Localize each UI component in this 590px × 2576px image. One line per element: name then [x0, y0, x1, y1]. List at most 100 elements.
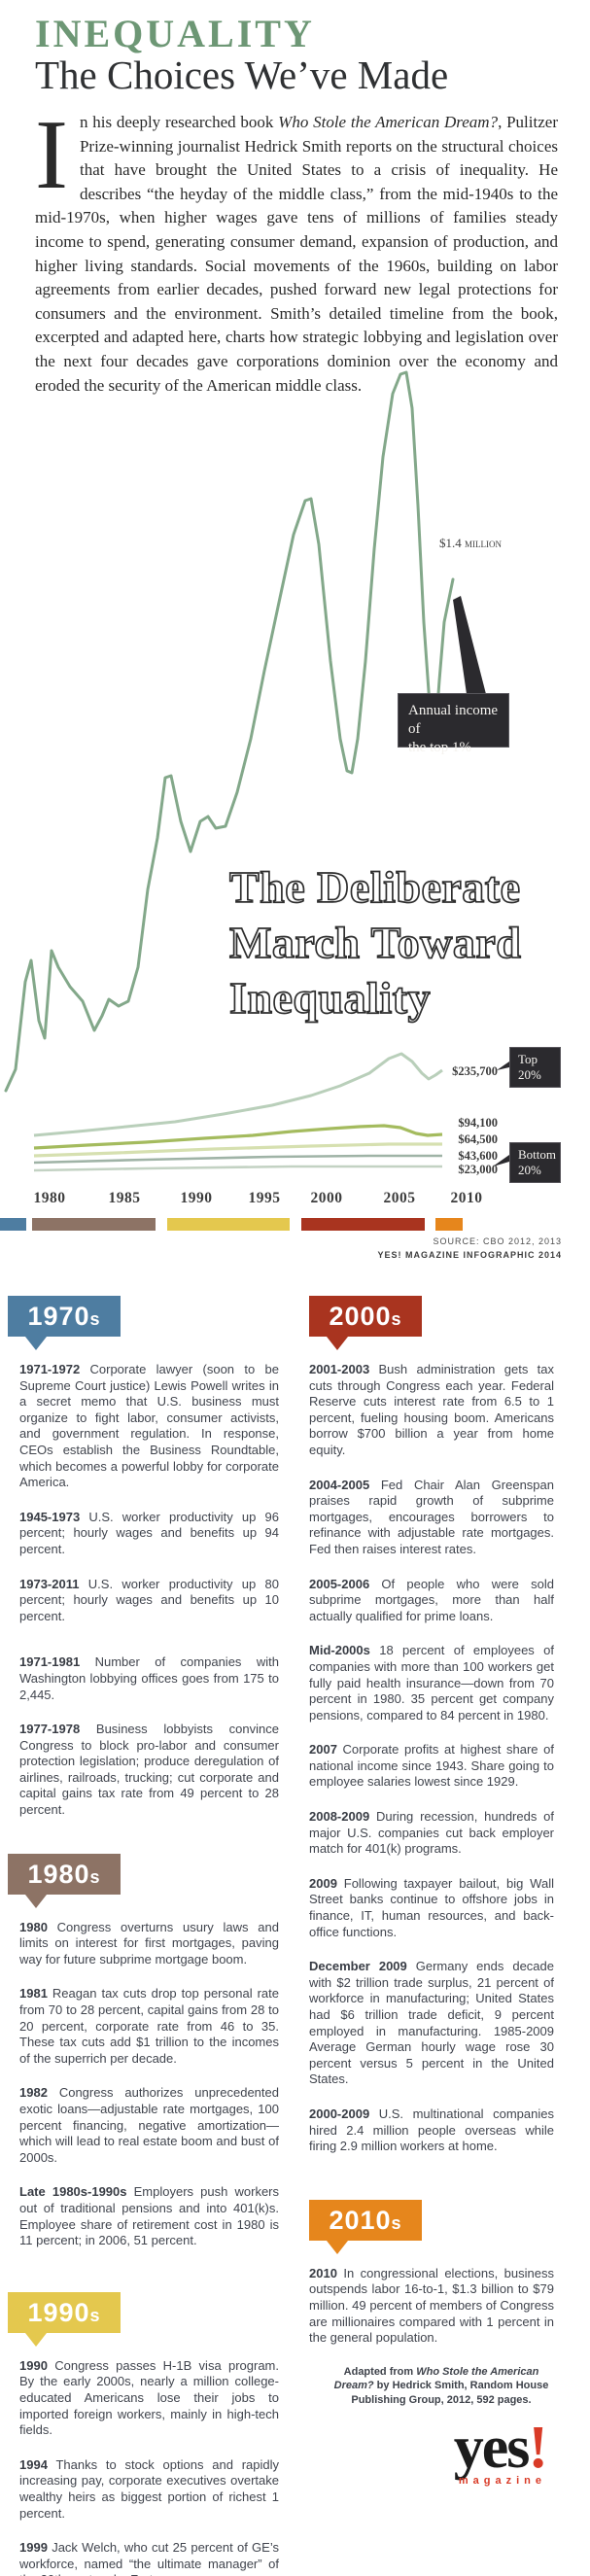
timeline-item: 1977-1978 Business lobbyists convince Co… — [19, 1722, 279, 1819]
timeline-item: 2005-2006 Of people who were sold subpri… — [309, 1577, 554, 1625]
quintile-line-bottom — [33, 1165, 442, 1172]
timeline-item: 1990 Congress passes H-1B visa program. … — [19, 2358, 279, 2439]
item-text: Thanks to stock options and rapidly incr… — [19, 2456, 279, 2521]
item-text: Corporate profits at highest share of na… — [309, 1742, 554, 1790]
item-text: Employers push workers out of traditiona… — [19, 2184, 279, 2248]
callout-top1: Annual income of the top 1% — [398, 693, 509, 755]
flag-2010s-label: 2010 — [329, 2205, 392, 2235]
item-text: U.S. worker productivity up 96 percent; … — [19, 1509, 279, 1556]
timeline-item: Mid-2000s 18 percent of employees of com… — [309, 1643, 554, 1723]
callout-top20-line1: Top — [518, 1052, 538, 1066]
timeline-item: 2007 Corporate profits at highest share … — [309, 1742, 554, 1791]
callout-bottom20-line1: Bottom — [518, 1147, 557, 1162]
decade-bar-2010s — [435, 1218, 463, 1231]
flag-2000s-suffix: s — [391, 1309, 402, 1329]
attribution-post: by Hedrick Smith, Random House Publishin… — [351, 2380, 549, 2406]
year-label-2005: 2005 — [383, 1190, 416, 1206]
year-label-1995: 1995 — [248, 1190, 281, 1206]
flag-1980s: 1980s — [8, 1853, 121, 1908]
intro-text-pre: n his deeply researched book — [79, 113, 279, 131]
item-text: U.S. worker productivity up 80 percent; … — [19, 1576, 279, 1623]
dropcap: I — [35, 100, 68, 210]
year-label-1985: 1985 — [108, 1190, 141, 1206]
item-date: 1990 — [19, 2357, 48, 2373]
page-header: INEQUALITY The Choices We’ve Made — [0, 0, 590, 97]
item-text: Congress overturns usury laws and limits… — [19, 1919, 279, 1967]
flag-1990s-suffix: s — [89, 2305, 101, 2325]
top1-end-label: $1.4 million — [439, 536, 502, 550]
item-text: Fed Chair Alan Greenspan praises rapid g… — [309, 1477, 554, 1556]
item-text: Number of companies with Washington lobb… — [19, 1654, 279, 1702]
item-text: Germany ends decade with $2 trillion tra… — [309, 1959, 554, 2087]
flag-1990s: 1990s — [8, 2291, 121, 2347]
attribution-pre: Adapted from — [343, 2365, 417, 2378]
quintile-line-second — [33, 1154, 442, 1165]
timeline-item: 1971-1972 Corporate lawyer (soon to be S… — [19, 1362, 279, 1491]
year-label-2010: 2010 — [450, 1190, 483, 1206]
chart-headline: The Deliberate March Toward Inequality — [228, 859, 522, 1026]
flag-2000s: 2000s — [309, 1296, 422, 1350]
item-text: U.S. multinational companies hired 2.4 m… — [309, 2106, 554, 2154]
flag-1980s-suffix: s — [89, 1866, 101, 1887]
callout-bottom20-line2: 20% — [518, 1163, 541, 1177]
item-text: Corporate lawyer (soon to be Supreme Cou… — [19, 1362, 279, 1490]
logo-text: yes — [453, 2415, 531, 2482]
callout-top20-pointer — [497, 1062, 509, 1070]
chart-headline-line3: Inequality — [228, 972, 431, 1024]
item-text: Bush administration gets tax cuts throug… — [309, 1362, 554, 1457]
timeline-item: 1971-1981 Number of companies with Washi… — [19, 1654, 279, 1703]
chart-headline-line1: The Deliberate — [228, 861, 521, 913]
credit-line: YES! MAGAZINE INFOGRAPHIC 2014 — [377, 1250, 562, 1260]
timeline-item: 2001-2003 Bush administration gets tax c… — [309, 1362, 554, 1459]
timeline-item: 1982 Congress authorizes unprecedented e… — [19, 2085, 279, 2166]
item-date: 2008-2009 — [309, 1809, 370, 1825]
year-label-1990: 1990 — [180, 1190, 213, 1206]
timeline-item: 2010 In congressional elections, busines… — [309, 2266, 554, 2347]
item-text: Jack Welch, who cut 25 percent of GE’s w… — [19, 2540, 279, 2576]
timeline-item: 1981 Reagan tax cuts drop top personal r… — [19, 1986, 279, 2067]
chart-headline-line2: March Toward — [228, 917, 522, 968]
item-date: 2007 — [309, 1742, 337, 1758]
item-text: Business lobbyists convince Congress to … — [19, 1722, 279, 1818]
item-date: 2010 — [309, 2265, 337, 2280]
callout-top1-pointer — [453, 596, 486, 694]
logo-exclamation: ! — [528, 2415, 548, 2482]
quintile-line-top20 — [33, 1052, 443, 1137]
item-text: 18 percent of employees of companies wit… — [309, 1643, 554, 1723]
decade-bar-2000s — [301, 1218, 425, 1231]
value-label-fourth: $94,100 — [458, 1116, 498, 1130]
income-chart — [4, 370, 509, 1172]
timeline-item: 2008-2009 During recession, hundreds of … — [309, 1809, 554, 1858]
timeline-item: 1980 Congress overturns usury laws and l… — [19, 1920, 279, 1968]
timeline-item: 2000-2009 U.S. multinational companies h… — [309, 2106, 554, 2155]
timeline-item: 2004-2005 Fed Chair Alan Greenspan prais… — [309, 1478, 554, 1558]
timeline-item: December 2009 Germany ends decade with $… — [309, 1959, 554, 2088]
decade-bar-1990s — [167, 1218, 290, 1231]
yes-magazine-logo: yes! magazine — [309, 2418, 554, 2487]
item-date: 1982 — [19, 2085, 48, 2101]
item-text: Of people who were sold subprime mortgag… — [309, 1576, 554, 1623]
callout-top20: Top 20% — [509, 1047, 561, 1088]
callout-bottom20: Bottom 20% — [509, 1142, 561, 1183]
page-title: The Choices We’ve Made — [35, 52, 449, 97]
kicker: INEQUALITY — [35, 12, 315, 55]
item-date: 1971-1972 — [19, 1362, 81, 1376]
decade-bar-1980s — [32, 1218, 156, 1231]
item-date: 1981 — [19, 1986, 48, 2002]
item-date: 2001-2003 — [309, 1362, 370, 1376]
item-date: 1977-1978 — [19, 1722, 81, 1737]
flag-1970s: 1970s — [8, 1296, 121, 1350]
book-title: Who Stole the American Dream? — [278, 113, 499, 131]
callout-top20-line2: 20% — [518, 1067, 541, 1082]
callout-top1-line1: Annual income of — [408, 703, 499, 737]
flag-1970s-suffix: s — [89, 1309, 101, 1329]
item-date: 1973-2011 — [19, 1576, 80, 1591]
item-date: 1945-1973 — [19, 1509, 81, 1524]
value-label-bottom: $23,000 — [458, 1163, 498, 1176]
value-label-top20: $235,700 — [452, 1064, 498, 1078]
timeline-item: 1994 Thanks to stock options and rapidly… — [19, 2457, 279, 2522]
item-text: Congress authorizes unprecedented exotic… — [19, 2085, 279, 2165]
source-line: SOURCE: CBO 2012, 2013 — [433, 1236, 562, 1246]
